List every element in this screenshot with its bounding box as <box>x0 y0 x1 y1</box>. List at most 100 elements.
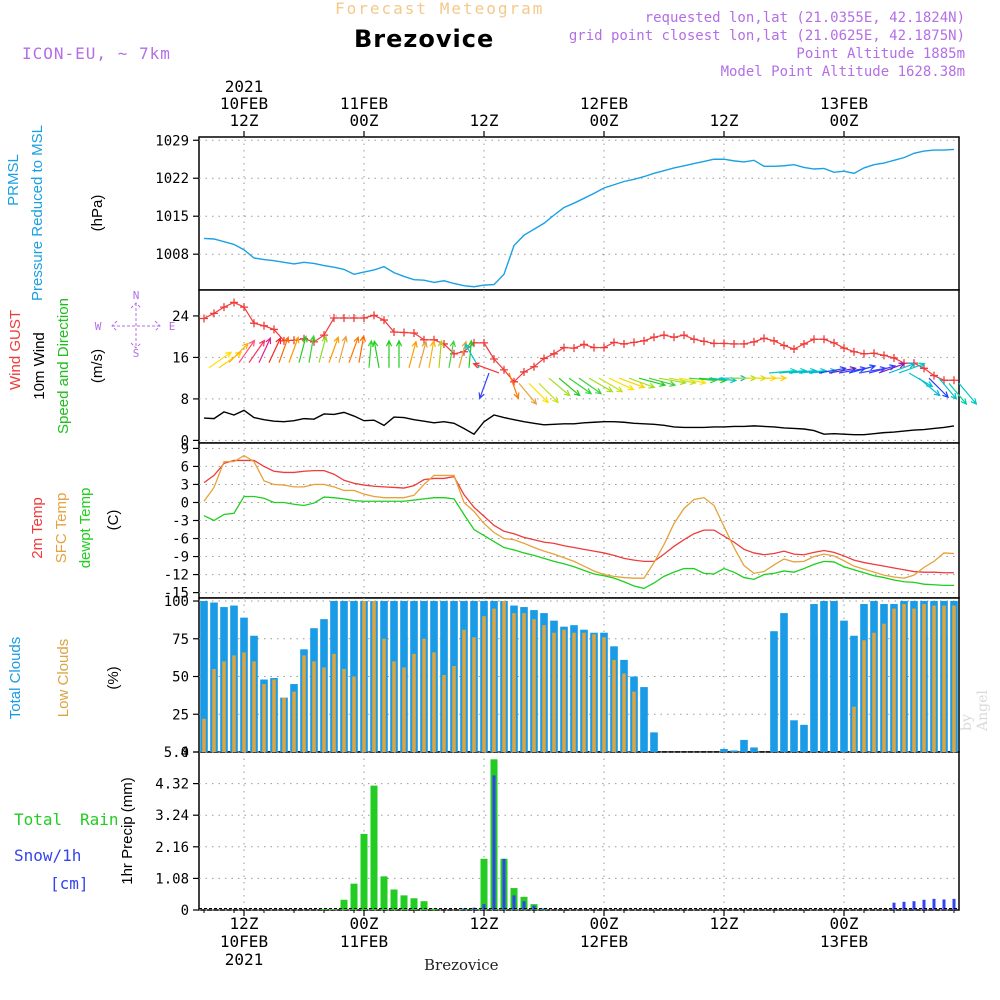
gust-marker <box>700 337 708 346</box>
pressure-line <box>203 148 955 288</box>
gust-marker <box>750 337 758 346</box>
y-tick-label: 5.4 <box>164 745 189 761</box>
gust-marker <box>740 339 748 348</box>
rain-bar <box>360 833 368 910</box>
wind-10m-label: 10m Wind <box>31 332 48 400</box>
wind-direction-arrow <box>358 334 366 363</box>
rain-bar <box>380 876 388 910</box>
low-cloud-bar <box>432 652 436 752</box>
wind-direction-arrow <box>338 335 348 363</box>
gust-marker <box>790 345 798 354</box>
low-cloud-bar <box>382 638 386 752</box>
total-cloud-bar <box>770 631 778 752</box>
gust-marker <box>380 316 388 325</box>
wind-speed-line <box>203 409 955 436</box>
top-time-date: 11FEB <box>340 94 388 113</box>
wind-direction-arrow <box>268 336 282 363</box>
total-cloud-bar <box>790 720 798 752</box>
footer-station-name: Brezovice <box>424 956 499 974</box>
snow-bar <box>952 898 956 910</box>
snow-bar <box>542 908 546 910</box>
snow-bar <box>482 904 486 910</box>
legend-snow-unit: [cm] <box>50 874 89 893</box>
gust-marker <box>500 365 508 374</box>
wind-direction-arrow <box>518 382 538 406</box>
wind-direction-arrow <box>598 377 624 393</box>
bottom-time-year: 2021 <box>225 950 264 969</box>
temp-2m-line <box>203 459 954 574</box>
rain-bar <box>340 899 348 910</box>
gust-marker <box>890 353 898 362</box>
top-time-year: 2021 <box>225 77 264 96</box>
gust-marker <box>250 319 258 328</box>
low-cloud-bar <box>552 632 556 752</box>
temp-sfc-label: SFC Temp <box>53 493 70 564</box>
wind-direction-arrow <box>608 377 635 391</box>
gust-marker <box>370 311 378 320</box>
low-cloud-bar <box>262 684 266 752</box>
gust-marker <box>390 328 398 337</box>
gust-marker <box>590 343 598 352</box>
wind-direction-arrow <box>385 339 393 368</box>
gust-marker <box>230 298 238 307</box>
gust-marker <box>840 344 848 353</box>
bottom-time-date: 11FEB <box>340 932 388 951</box>
wind-direction-arrow <box>437 339 445 368</box>
top-time-date: 10FEB <box>220 94 268 113</box>
y-tick-label: 1015 <box>155 209 189 225</box>
low-cloud-bar <box>442 675 446 752</box>
snow-bar <box>902 901 906 910</box>
wind-direction-arrow <box>208 351 233 369</box>
low-cloud-bar <box>912 608 916 752</box>
low-cloud-bar <box>212 668 216 752</box>
snow-bar <box>522 901 526 910</box>
y-tick-label: 25 <box>172 707 189 723</box>
low-cloud-bar <box>492 608 496 752</box>
low-cloud-bar <box>522 613 526 752</box>
bottom-time-date: 10FEB <box>220 932 268 951</box>
gust-marker <box>680 331 688 340</box>
meteogram-title: Forecast Meteogram <box>335 0 545 18</box>
low-cloud-bar <box>892 608 896 752</box>
gust-marker <box>760 334 768 343</box>
y-tick-label: 0 <box>181 433 189 449</box>
wind-direction-arrow <box>618 377 646 389</box>
gust-marker <box>220 303 228 312</box>
low-cloud-bar <box>322 667 326 752</box>
grid-point-coordinates: grid point closest lon,lat (21.0625E, 42… <box>568 28 965 44</box>
low-cloud-bar <box>512 613 516 752</box>
low-cloud-bar <box>412 653 416 752</box>
low-cloud-bar <box>862 640 866 752</box>
wind-direction-arrow <box>372 339 380 368</box>
low-cloud-bar <box>362 601 366 752</box>
gust-marker <box>480 338 488 347</box>
y-tick-label: 0 <box>181 903 189 919</box>
y-tick-label: 75 <box>172 632 189 648</box>
gust-marker <box>650 333 658 342</box>
snow-bar <box>492 775 496 910</box>
gust-marker <box>270 325 278 334</box>
pressure-unit: (hPa) <box>89 195 106 232</box>
requested-coordinates: requested lon,lat (21.0355E, 42.1824N) <box>644 10 965 26</box>
snow-bar <box>912 901 916 910</box>
gust-marker <box>490 354 498 363</box>
wind-direction-arrow <box>588 377 614 393</box>
wind-direction-arrow <box>538 382 560 404</box>
wind-direction-arrow <box>228 342 250 364</box>
total-cloud-bar <box>840 620 848 752</box>
gust-marker <box>540 354 548 363</box>
y-tick-label: 1.08 <box>155 871 189 887</box>
low-cloud-bar <box>582 632 586 752</box>
y-tick-label: -12 <box>164 568 189 584</box>
total-cloud-bar <box>740 739 748 752</box>
low-cloud-bar <box>542 625 546 752</box>
gust-marker <box>660 331 668 340</box>
wind-direction-arrow <box>248 339 266 363</box>
low-cloud-bar <box>292 691 296 752</box>
wind-direction-arrow <box>938 377 958 400</box>
y-tick-label: 1022 <box>155 171 189 187</box>
wind-unit: (m/s) <box>89 349 106 383</box>
total-cloud-bar <box>750 747 758 752</box>
gust-marker <box>770 336 778 345</box>
gust-marker <box>610 338 618 347</box>
